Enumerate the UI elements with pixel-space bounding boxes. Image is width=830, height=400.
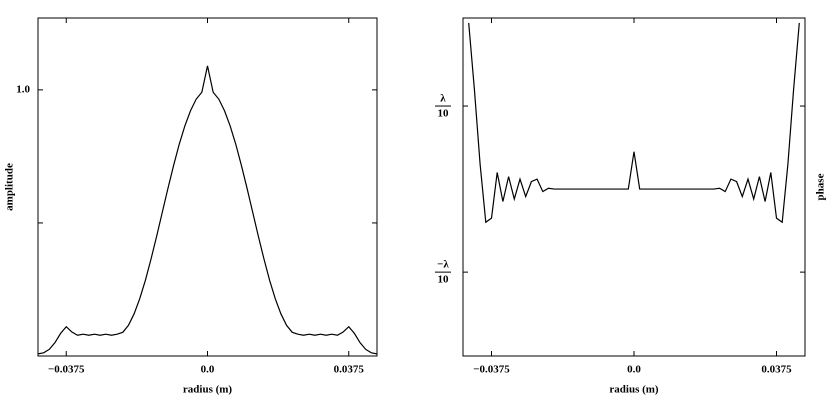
plot-frame [462,17,806,357]
y-tick-label: −λ 10 [435,259,451,286]
y-tick-numerator: −λ [437,259,449,271]
data-line [38,65,377,355]
x-axis-label: radius (m) [609,384,659,396]
x-tick-label: 0.0375 [761,364,792,376]
x-tick-label: −0.0375 [48,364,85,376]
x-tick-label: 0.0375 [334,364,365,376]
y-axis-label: phase [815,173,827,200]
y-tick-label: λ 10 [435,93,451,120]
x-tick-label: 0.0 [201,364,215,376]
data-line [468,22,800,224]
x-tick-label: 0.0 [627,364,641,376]
y-tick-label: 1.0 [16,83,30,95]
y-axis-label: amplitude [4,163,16,211]
y-tick-denominator: 10 [438,274,450,286]
x-tick-label: −0.0375 [473,364,510,376]
y-tick-denominator: 10 [438,108,450,120]
x-axis-label: radius (m) [183,384,233,396]
y-tick-numerator: λ [440,93,446,105]
